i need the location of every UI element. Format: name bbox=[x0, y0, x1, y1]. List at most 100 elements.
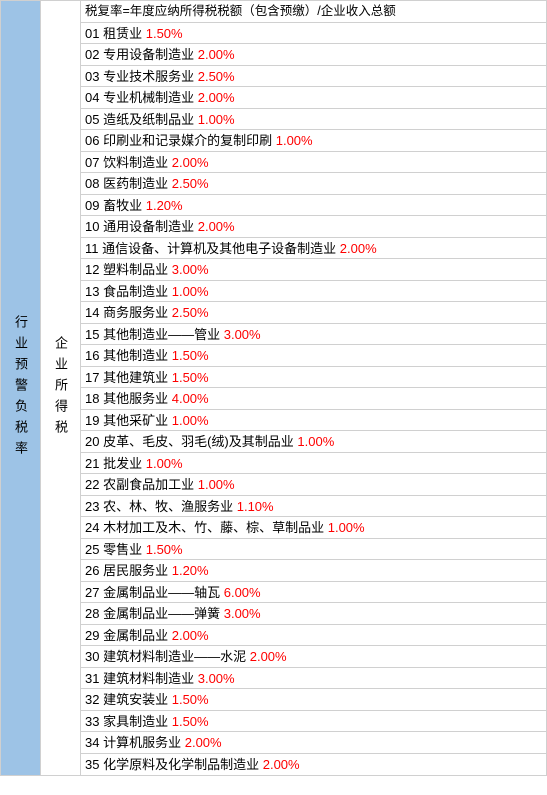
table-row: 14 商务服务业 2.50% bbox=[81, 302, 546, 324]
tax-rate-percent: 2.00% bbox=[198, 219, 235, 234]
industry-name: 其他建筑业 bbox=[103, 370, 168, 385]
table-row: 26 居民服务业 1.20% bbox=[81, 560, 546, 582]
industry-name: 零售业 bbox=[103, 542, 142, 557]
industry-name: 医药制造业 bbox=[103, 176, 168, 191]
table-row: 02 专用设备制造业 2.00% bbox=[81, 44, 546, 66]
tax-rate-percent: 1.00% bbox=[172, 284, 209, 299]
table-row: 29 金属制品业 2.00% bbox=[81, 625, 546, 647]
industry-name: 塑料制品业 bbox=[103, 262, 168, 277]
row-number: 09 bbox=[85, 198, 99, 213]
table-row: 28 金属制品业——弹簧 3.00% bbox=[81, 603, 546, 625]
mid-header-cell: 企业所得税 bbox=[41, 1, 81, 775]
industry-name: 金属制品业 bbox=[103, 628, 168, 643]
industry-name: 其他制造业 bbox=[103, 348, 168, 363]
table-row: 11 通信设备、计算机及其他电子设备制造业 2.00% bbox=[81, 238, 546, 260]
tax-rate-percent: 1.00% bbox=[146, 456, 183, 471]
table-row: 23 农、林、牧、渔服务业 1.10% bbox=[81, 496, 546, 518]
tax-rate-percent: 1.20% bbox=[172, 563, 209, 578]
industry-name: 批发业 bbox=[103, 456, 142, 471]
tax-rate-percent: 2.00% bbox=[172, 155, 209, 170]
tax-rate-percent: 3.00% bbox=[224, 606, 261, 621]
industry-name: 农、林、牧、渔服务业 bbox=[103, 499, 233, 514]
table-row: 30 建筑材料制造业——水泥 2.00% bbox=[81, 646, 546, 668]
row-number: 24 bbox=[85, 520, 99, 535]
row-number: 34 bbox=[85, 735, 99, 750]
row-number: 13 bbox=[85, 284, 99, 299]
row-number: 30 bbox=[85, 649, 99, 664]
industry-name: 建筑材料制造业——水泥 bbox=[103, 649, 246, 664]
tax-rate-percent: 3.00% bbox=[198, 671, 235, 686]
row-number: 12 bbox=[85, 262, 99, 277]
row-number: 26 bbox=[85, 563, 99, 578]
industry-name: 建筑材料制造业 bbox=[103, 671, 194, 686]
tax-rate-percent: 2.00% bbox=[198, 90, 235, 105]
industry-name: 其他制造业——管业 bbox=[103, 327, 220, 342]
industry-name: 专业机械制造业 bbox=[103, 90, 194, 105]
table-row: 13 食品制造业 1.00% bbox=[81, 281, 546, 303]
table-row: 07 饮料制造业 2.00% bbox=[81, 152, 546, 174]
table-row: 15 其他制造业——管业 3.00% bbox=[81, 324, 546, 346]
row-number: 14 bbox=[85, 305, 99, 320]
tax-rate-percent: 2.00% bbox=[198, 47, 235, 62]
tax-rate-percent: 1.50% bbox=[172, 348, 209, 363]
rows-container: 税复率=年度应纳所得税税额（包含预缴）/企业收入总额 01 租赁业 1.50%0… bbox=[81, 1, 546, 775]
tax-rate-percent: 2.50% bbox=[172, 305, 209, 320]
tax-rate-percent: 2.00% bbox=[172, 628, 209, 643]
row-number: 17 bbox=[85, 370, 99, 385]
industry-name: 其他服务业 bbox=[103, 391, 168, 406]
row-number: 08 bbox=[85, 176, 99, 191]
tax-rate-percent: 2.50% bbox=[198, 69, 235, 84]
tax-rate-percent: 1.50% bbox=[172, 370, 209, 385]
industry-name: 专用设备制造业 bbox=[103, 47, 194, 62]
industry-name: 商务服务业 bbox=[103, 305, 168, 320]
tax-rate-percent: 1.50% bbox=[172, 692, 209, 707]
industry-name: 建筑安装业 bbox=[103, 692, 168, 707]
left-header-text: 行业预警负税率 bbox=[11, 315, 30, 462]
row-number: 03 bbox=[85, 69, 99, 84]
table-row: 27 金属制品业——轴瓦 6.00% bbox=[81, 582, 546, 604]
row-number: 33 bbox=[85, 714, 99, 729]
tax-rate-percent: 1.00% bbox=[198, 112, 235, 127]
row-number: 35 bbox=[85, 757, 99, 772]
row-number: 31 bbox=[85, 671, 99, 686]
mid-header-text: 企业所得税 bbox=[51, 336, 70, 441]
row-number: 07 bbox=[85, 155, 99, 170]
table-row: 20 皮革、毛皮、羽毛(绒)及其制品业 1.00% bbox=[81, 431, 546, 453]
row-number: 21 bbox=[85, 456, 99, 471]
table-row: 22 农副食品加工业 1.00% bbox=[81, 474, 546, 496]
tax-rate-percent: 1.00% bbox=[328, 520, 365, 535]
tax-rate-percent: 4.00% bbox=[172, 391, 209, 406]
tax-rate-percent: 3.00% bbox=[224, 327, 261, 342]
row-number: 20 bbox=[85, 434, 99, 449]
tax-rate-percent: 6.00% bbox=[224, 585, 261, 600]
industry-name: 通用设备制造业 bbox=[103, 219, 194, 234]
tax-rate-percent: 2.00% bbox=[340, 241, 377, 256]
table-row: 19 其他采矿业 1.00% bbox=[81, 410, 546, 432]
tax-rate-percent: 1.00% bbox=[276, 133, 313, 148]
table-row: 21 批发业 1.00% bbox=[81, 453, 546, 475]
industry-name: 饮料制造业 bbox=[103, 155, 168, 170]
industry-name: 皮革、毛皮、羽毛(绒)及其制品业 bbox=[103, 434, 294, 449]
tax-rate-percent: 2.00% bbox=[185, 735, 222, 750]
table-row: 09 畜牧业 1.20% bbox=[81, 195, 546, 217]
industry-name: 食品制造业 bbox=[103, 284, 168, 299]
industry-name: 家具制造业 bbox=[103, 714, 168, 729]
tax-rate-percent: 2.50% bbox=[172, 176, 209, 191]
table-row: 12 塑料制品业 3.00% bbox=[81, 259, 546, 281]
row-number: 05 bbox=[85, 112, 99, 127]
industry-name: 农副食品加工业 bbox=[103, 477, 194, 492]
row-number: 23 bbox=[85, 499, 99, 514]
row-number: 02 bbox=[85, 47, 99, 62]
industry-name: 其他采矿业 bbox=[103, 413, 168, 428]
table-row: 08 医药制造业 2.50% bbox=[81, 173, 546, 195]
table-row: 33 家具制造业 1.50% bbox=[81, 711, 546, 733]
table-row: 34 计算机服务业 2.00% bbox=[81, 732, 546, 754]
table-row: 25 零售业 1.50% bbox=[81, 539, 546, 561]
row-number: 27 bbox=[85, 585, 99, 600]
tax-rate-percent: 2.00% bbox=[250, 649, 287, 664]
row-number: 10 bbox=[85, 219, 99, 234]
table-row: 06 印刷业和记录媒介的复制印刷 1.00% bbox=[81, 130, 546, 152]
tax-rate-percent: 1.50% bbox=[146, 26, 183, 41]
tax-rate-percent: 1.10% bbox=[237, 499, 274, 514]
table-row: 35 化学原料及化学制品制造业 2.00% bbox=[81, 754, 546, 776]
